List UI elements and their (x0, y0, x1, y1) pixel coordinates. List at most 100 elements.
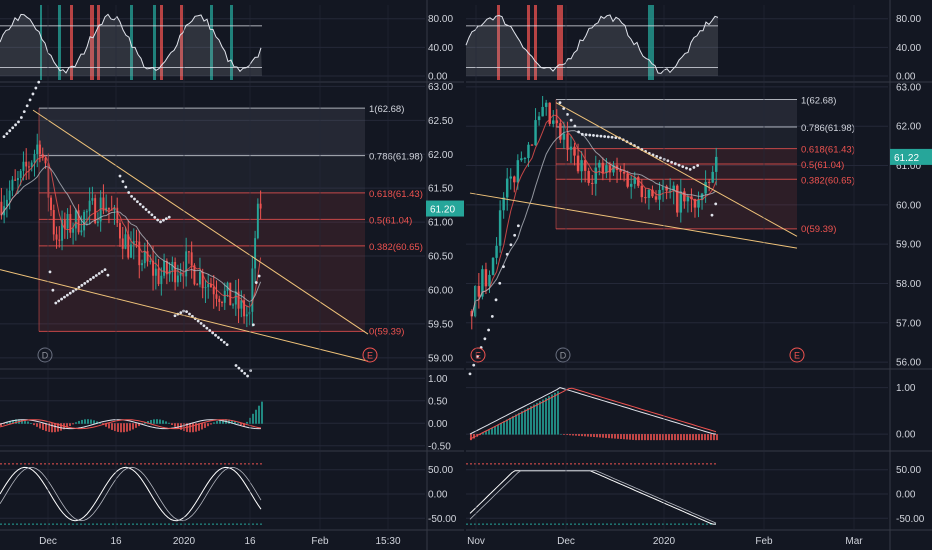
candle-body (210, 284, 212, 288)
candle-body (256, 203, 259, 239)
sar-dot (714, 202, 718, 206)
candle-body (72, 228, 75, 233)
macd-histogram-bar (689, 434, 691, 441)
time-tick-label: Feb (755, 536, 773, 547)
moving-average-fast (0, 155, 262, 308)
macd-histogram-bar (713, 434, 715, 441)
candle-body (697, 199, 700, 208)
fib-zone (39, 108, 365, 156)
signal-bar (230, 5, 233, 80)
candle-body (714, 156, 718, 172)
signal-bar (40, 5, 42, 80)
candle-body (608, 165, 612, 173)
stoch-tick-label: -50.00 (428, 514, 457, 525)
candle-body (644, 197, 647, 199)
sar-dot (118, 174, 122, 178)
macd-histogram-bar (75, 422, 77, 424)
candle-body (548, 102, 551, 124)
macd-histogram-bar (45, 423, 47, 432)
fib-level-label: 0.5(61.04) (369, 215, 412, 226)
macd-histogram-bar (542, 399, 544, 435)
oscillator-tick-label: 0.00 (428, 72, 448, 83)
price-tick-label: 63.00 (896, 82, 921, 93)
candle-body (39, 144, 41, 154)
sar-dot (566, 112, 569, 116)
fib-level-label: 1(62.68) (801, 96, 836, 107)
fib-level-label: 0.382(60.65) (369, 242, 423, 253)
macd-histogram-bar (78, 420, 80, 424)
price-tick-label: 62.00 (428, 150, 453, 161)
sar-dot (97, 272, 101, 275)
candle-body (16, 178, 19, 181)
candle-body (85, 211, 88, 213)
macd-histogram-bar (578, 434, 580, 436)
signal-bar (58, 5, 61, 80)
candle-body (223, 290, 226, 303)
candle-body (132, 241, 135, 245)
price-tick-label: 63.00 (428, 82, 453, 93)
macd-histogram-bar (129, 423, 131, 431)
macd-histogram-bar (228, 419, 230, 424)
macd-histogram-bar (171, 423, 173, 425)
macd-histogram-bar (207, 423, 209, 427)
time-tick-label: 16 (244, 536, 256, 547)
signal-bar (90, 5, 94, 80)
candle-body (58, 239, 61, 241)
macd-histogram-bar (521, 411, 523, 435)
candle-body (174, 262, 177, 283)
macd-histogram-bar (488, 429, 490, 435)
candle-body (113, 207, 116, 211)
macd-histogram-bar (716, 434, 718, 441)
event-marker (555, 347, 571, 363)
candle-body (651, 189, 654, 197)
macd-histogram-bar (222, 419, 224, 424)
candle-body (555, 120, 559, 124)
sar-dot (28, 98, 32, 102)
macd-histogram-bar (569, 434, 571, 436)
macd-histogram-bar (42, 423, 44, 430)
candle-body (61, 220, 64, 241)
oscillator-tick-label: 80.00 (428, 14, 453, 25)
macd-histogram-bar (470, 434, 472, 441)
candle-body (27, 166, 30, 168)
candle-body (160, 275, 163, 285)
sar-dot (150, 213, 154, 217)
sar-dot (71, 289, 75, 293)
sar-dot (569, 118, 573, 122)
candle-body (587, 170, 590, 183)
macd-histogram-bar (500, 422, 502, 435)
candle-body (94, 198, 97, 224)
signal-bar (497, 5, 500, 80)
macd-histogram-bar (683, 434, 685, 441)
macd-histogram-bar (198, 423, 200, 431)
signal-bar (97, 5, 100, 80)
candle-body (665, 186, 668, 191)
candle-body (605, 165, 608, 173)
candle-body (124, 234, 127, 249)
price-tick-label: 60.50 (428, 252, 453, 263)
sar-dot (48, 270, 52, 274)
sar-dot (558, 101, 562, 105)
macd-histogram-bar (527, 407, 529, 435)
sar-dot (666, 159, 670, 163)
candle-body (127, 234, 130, 258)
sar-dot (2, 135, 6, 139)
candle-body (477, 285, 481, 297)
macd-histogram-bar (120, 423, 122, 433)
macd-histogram-bar (614, 434, 616, 439)
candle-body (50, 197, 52, 211)
price-tick-label: 57.00 (896, 318, 921, 329)
sar-dot (670, 160, 673, 164)
candle-body (633, 177, 636, 184)
macd-histogram-bar (596, 434, 598, 438)
candle-body (91, 198, 94, 201)
sar-dot (254, 281, 258, 284)
macd-histogram-bar (557, 391, 559, 435)
candle-body (182, 273, 185, 277)
macd-histogram-bar (51, 423, 53, 433)
candle-body (207, 284, 210, 288)
sar-dot (577, 130, 580, 134)
sar-dot (251, 323, 255, 327)
stoch-tick-label: 0.00 (428, 490, 448, 501)
